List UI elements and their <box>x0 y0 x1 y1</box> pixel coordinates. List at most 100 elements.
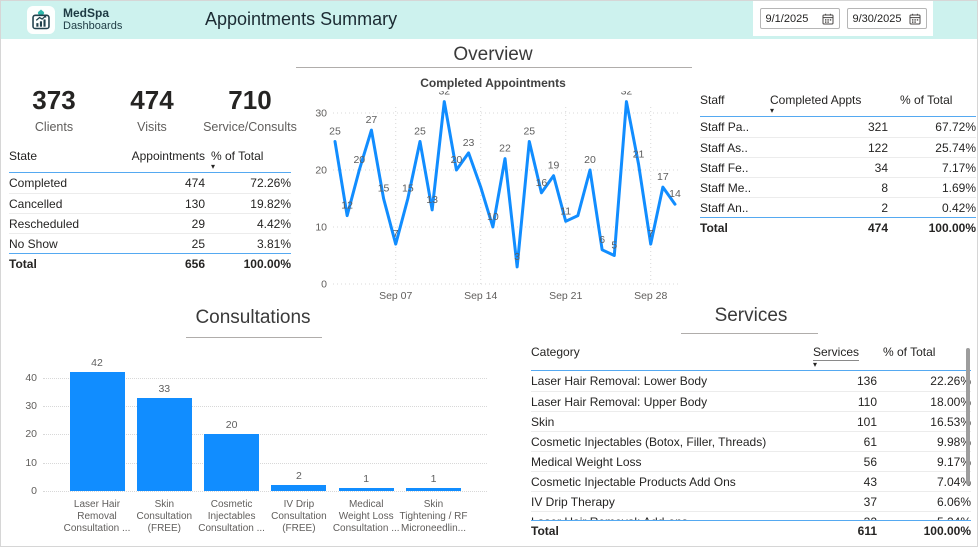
column-header--of-total[interactable]: % of Total ▾ <box>205 149 291 171</box>
cell: 34 <box>874 160 888 175</box>
table-total-row[interactable]: Total 656 100.00% <box>9 253 291 273</box>
cell: Staff An.. <box>700 200 749 215</box>
column-header-label: % of Total <box>883 345 936 359</box>
kpi-label: Clients <box>34 120 74 134</box>
cell: 110 <box>857 394 877 409</box>
services-table-scrollbar[interactable] <box>966 348 970 485</box>
table-header-row: Category Services ▾ % of Total <box>531 343 971 371</box>
cell: IV Drip Therapy <box>531 494 615 509</box>
table-row[interactable]: Medical Weight Loss 56 9.17% <box>531 451 971 471</box>
column-header-services[interactable]: Services ▾ <box>813 345 877 369</box>
bar-1[interactable] <box>69 372 125 491</box>
cell: 29 <box>191 216 205 231</box>
sort-descending-icon: ▾ <box>211 162 216 171</box>
data-point-label: 13 <box>426 194 438 206</box>
table-row[interactable]: Cosmetic Injectables (Botox, Filler, Thr… <box>531 431 971 451</box>
table-row[interactable]: Staff Pa.. 321 67.72% <box>700 117 976 137</box>
table-row[interactable]: Rescheduled 29 4.42% <box>9 213 291 233</box>
start-date-input[interactable]: 9/1/2025 <box>759 8 840 29</box>
cell: 5.24% <box>877 515 971 521</box>
bar-4[interactable] <box>271 485 327 491</box>
cell: 72.26% <box>250 176 291 190</box>
cell: 100.00% <box>923 524 971 538</box>
column-header--of-total[interactable]: % of Total <box>877 345 971 367</box>
column-header-category[interactable]: Category <box>531 345 813 367</box>
consultations-section-title: Consultations <box>195 307 311 328</box>
column-header-appointments[interactable]: Appointments <box>117 149 205 171</box>
table-row[interactable]: Laser Hair Removal: Add-ons325.24% <box>531 511 971 521</box>
table-row[interactable]: Staff An.. 2 0.42% <box>700 197 976 217</box>
data-point-label: 15 <box>378 183 390 195</box>
kpi-label: Visits <box>137 120 167 134</box>
table-row[interactable]: Staff Me.. 8 1.69% <box>700 177 976 197</box>
column-header-staff[interactable]: Staff <box>700 93 770 115</box>
gridline <box>43 377 487 379</box>
data-point-label: 25 <box>523 126 535 138</box>
cell: 25.74% <box>935 140 976 155</box>
column-header--of-total[interactable]: % of Total <box>888 93 976 115</box>
table-row[interactable]: Laser Hair Removal: Lower Body 136 22.26% <box>531 371 971 391</box>
cell: 6.06% <box>936 494 971 509</box>
table-header-row: Staff Completed Appts ▾ % of Total <box>700 91 976 117</box>
data-point-label: 3 <box>514 251 520 263</box>
table-row[interactable]: Skin 101 16.53% <box>531 411 971 431</box>
column-header-label: Staff <box>700 93 725 107</box>
kpi-row: 373 Clients 474 Visits 710 Service/Consults <box>5 85 299 134</box>
data-point-label: 12 <box>341 200 353 212</box>
line-chart-title: Completed Appointments <box>420 76 566 90</box>
cell: 474 <box>867 220 888 235</box>
table-row[interactable]: IV Drip Therapy 37 6.06% <box>531 491 971 511</box>
y-axis-tick-label: 30 <box>25 400 37 413</box>
table-row[interactable]: Staff Fe.. 34 7.17% <box>700 157 976 177</box>
logo-line1: MedSpa <box>63 6 110 20</box>
y-axis-tick-label: 40 <box>25 371 37 384</box>
table-row[interactable]: Laser Hair Removal: Upper Body 110 18.00% <box>531 391 971 411</box>
bar-value-label: 1 <box>430 473 437 485</box>
data-point-label: 21 <box>633 148 645 160</box>
data-point-label: 7 <box>648 228 654 240</box>
cell: No Show <box>9 236 58 251</box>
start-date-value: 9/1/2025 <box>765 12 809 25</box>
table-row[interactable]: Staff As.. 122 25.74% <box>700 137 976 157</box>
table-row[interactable]: Cancelled 130 19.82% <box>9 193 291 213</box>
medspa-chart-icon <box>27 6 55 34</box>
cell: 7.04% <box>936 474 971 489</box>
bar-category-label: Skin Tightening / RF Microneedlin... <box>399 499 468 534</box>
bar-value-label: 1 <box>363 473 370 485</box>
column-header-label: State <box>9 149 38 163</box>
cell: 43 <box>863 474 877 489</box>
cell: 22.26% <box>930 374 971 388</box>
data-point-label: 14 <box>669 188 681 200</box>
bar-5[interactable] <box>338 488 394 491</box>
calendar-icon[interactable] <box>822 13 834 25</box>
end-date-input[interactable]: 9/30/2025 <box>846 8 927 29</box>
bar-2[interactable] <box>136 397 192 491</box>
gridline <box>43 406 487 408</box>
cell: 0.42% <box>941 200 976 215</box>
bar-6[interactable] <box>406 488 461 491</box>
table-row[interactable]: Completed 474 72.26% <box>9 173 291 193</box>
cell: 8 <box>881 180 888 195</box>
column-header-completed-appts[interactable]: Completed Appts ▾ <box>770 93 888 115</box>
kpi-service-consults: 710 Service/Consults <box>201 85 299 134</box>
sort-arrow-placeholder <box>883 359 971 367</box>
svg-text:Sep 28: Sep 28 <box>634 290 667 302</box>
cell: Laser Hair Removal: Upper Body <box>531 394 708 409</box>
table-row[interactable]: Cosmetic Injectable Products Add Ons 43 7.… <box>531 471 971 491</box>
data-point-label: 17 <box>657 171 669 183</box>
cell: 9.17% <box>936 454 971 469</box>
bar-category-label: IV Drip Consultation (FREE) <box>271 499 327 534</box>
kpi-value: 373 <box>32 85 76 115</box>
logo-text: MedSpa Dashboards <box>63 7 122 33</box>
cell: Staff Pa.. <box>700 120 750 134</box>
table-row[interactable]: No Show 25 3.81% <box>9 233 291 253</box>
table-total-row[interactable]: Total 611 100.00% <box>531 521 971 541</box>
table-scroll-area[interactable]: Laser Hair Removal: Lower Body 136 22.26% L… <box>531 371 971 521</box>
column-header-state[interactable]: State <box>9 149 117 171</box>
svg-text:10: 10 <box>315 222 327 234</box>
consultations-title-underline <box>186 337 322 338</box>
bar-3[interactable] <box>204 434 260 491</box>
calendar-icon[interactable] <box>909 13 921 25</box>
cell: Total <box>531 524 559 538</box>
table-total-row[interactable]: Total 474 100.00% <box>700 217 976 237</box>
